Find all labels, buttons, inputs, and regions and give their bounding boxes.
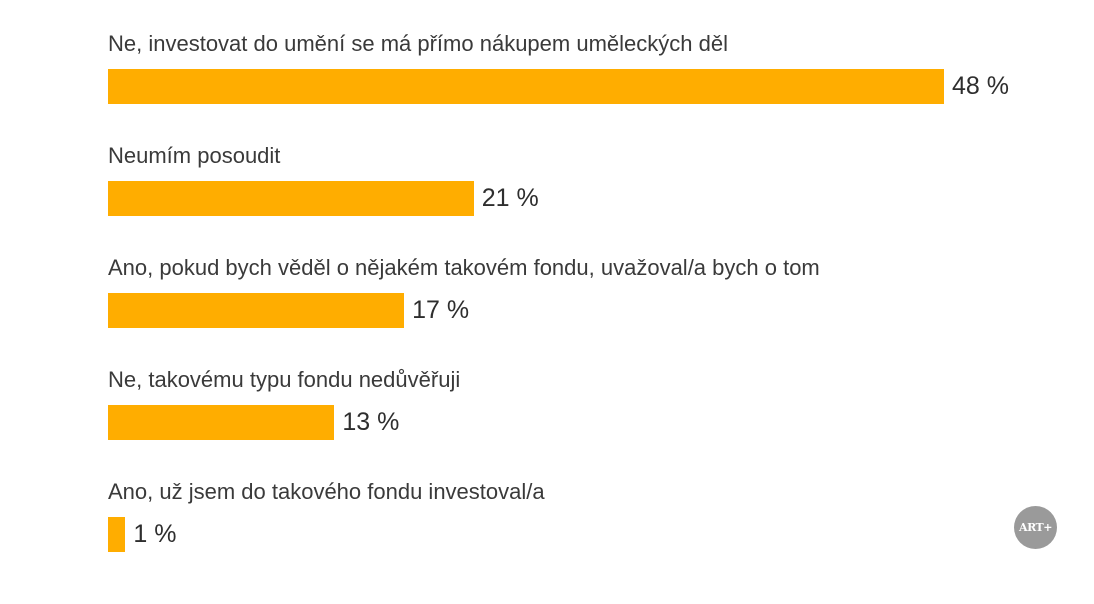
value-label: 1 % [133, 520, 177, 548]
category-label: Ne, investovat do umění se má přímo náku… [108, 31, 728, 56]
value-label: 21 % [481, 184, 539, 212]
art-plus-logo: ART+ [1014, 506, 1057, 549]
category-label: Ano, pokud bych věděl o nějakém takovém … [108, 255, 820, 280]
value-label: 13 % [342, 408, 400, 436]
value-label: 48 % [952, 72, 1009, 100]
category-label: Ano, už jsem do takového fondu investova… [108, 479, 545, 504]
category-label: Ne, takovému typu fondu nedůvěřuji [108, 367, 461, 392]
bar [108, 293, 405, 328]
value-label: 17 % [412, 296, 470, 324]
category-label: Neumím posoudit [108, 143, 281, 168]
bar [108, 405, 335, 440]
bar [108, 517, 126, 552]
bar [108, 181, 474, 216]
bar [108, 69, 944, 104]
logo-text: ART+ [1019, 521, 1052, 534]
